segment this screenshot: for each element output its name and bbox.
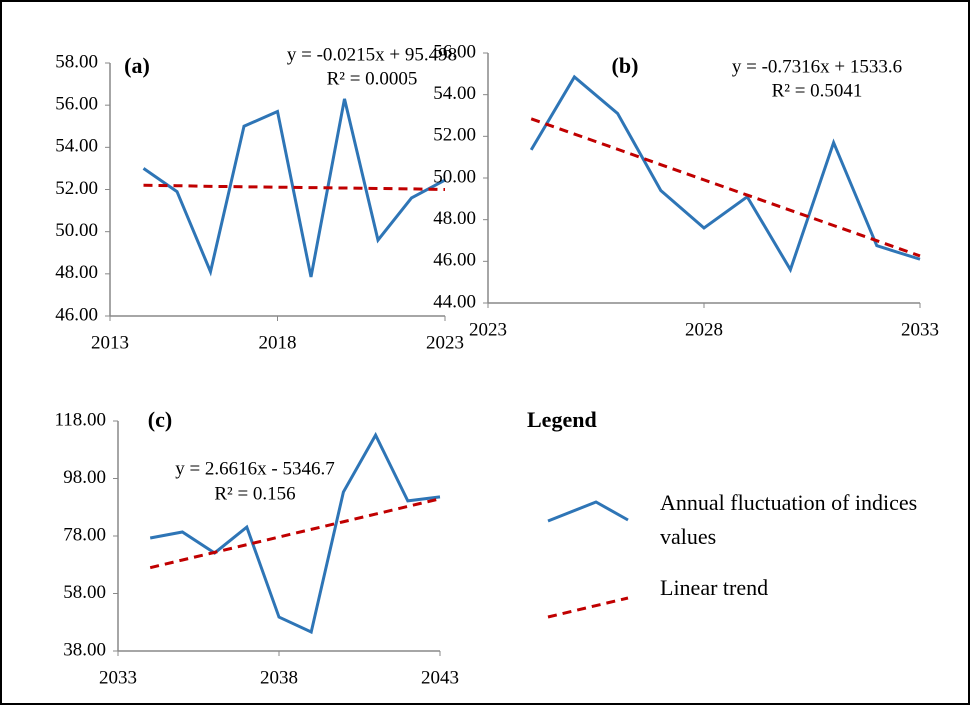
trend-line xyxy=(149,497,441,570)
y-tick-label: 78.00 xyxy=(63,524,106,545)
y-tick-label: 44.00 xyxy=(433,291,476,312)
y-tick-label: 48.00 xyxy=(55,262,98,283)
y-tick-label: 46.00 xyxy=(55,304,98,325)
r-squared: R² = 0.0005 xyxy=(327,68,418,89)
y-tick-label: 52.00 xyxy=(433,125,476,146)
y-tick-label: 54.00 xyxy=(433,83,476,104)
y-tick-label: 58.00 xyxy=(63,582,106,603)
y-tick-label: 54.00 xyxy=(55,136,98,157)
trend-line xyxy=(530,117,921,258)
x-tick-label: 2023 xyxy=(469,319,507,340)
legend-entry: Annual fluctuation of indices values xyxy=(660,490,918,549)
equation: y = 2.6616x - 5346.7 xyxy=(175,458,335,479)
data-line xyxy=(142,98,446,278)
y-tick-label: 56.00 xyxy=(55,94,98,115)
y-tick-label: 118.00 xyxy=(54,409,106,430)
legend-trend-icon xyxy=(547,596,629,619)
x-tick-label: 2033 xyxy=(99,667,137,688)
data-line xyxy=(149,431,441,635)
x-tick-label: 2038 xyxy=(260,667,298,688)
legend-title: Legend xyxy=(527,407,597,432)
x-tick-label: 2043 xyxy=(421,667,459,688)
x-tick-label: 2018 xyxy=(259,332,297,353)
y-tick-label: 52.00 xyxy=(55,178,98,199)
panel-label: (c) xyxy=(148,407,172,432)
data-line xyxy=(529,74,921,274)
y-tick-label: 56.00 xyxy=(433,41,476,62)
x-tick-label: 2028 xyxy=(685,319,723,340)
panel-label: (b) xyxy=(612,53,639,78)
equation: y = -0.0215x + 95.498 xyxy=(287,44,457,65)
y-tick-label: 98.00 xyxy=(63,467,106,488)
legend-entry: Linear trend xyxy=(660,575,768,600)
r-squared: R² = 0.5041 xyxy=(772,80,863,101)
y-tick-label: 46.00 xyxy=(433,250,476,271)
y-tick-label: 48.00 xyxy=(433,208,476,229)
y-tick-label: 50.00 xyxy=(433,166,476,187)
equation: y = -0.7316x + 1533.6 xyxy=(732,56,902,77)
trend-line xyxy=(143,183,446,191)
r-squared: R² = 0.156 xyxy=(214,483,295,504)
x-tick-label: 2033 xyxy=(901,319,939,340)
x-tick-label: 2023 xyxy=(426,332,464,353)
y-tick-label: 58.00 xyxy=(55,51,98,72)
x-tick-label: 2013 xyxy=(91,332,129,353)
panel-label: (a) xyxy=(124,53,150,78)
legend-line-icon xyxy=(547,500,629,523)
y-tick-label: 50.00 xyxy=(55,220,98,241)
y-tick-label: 38.00 xyxy=(63,639,106,660)
